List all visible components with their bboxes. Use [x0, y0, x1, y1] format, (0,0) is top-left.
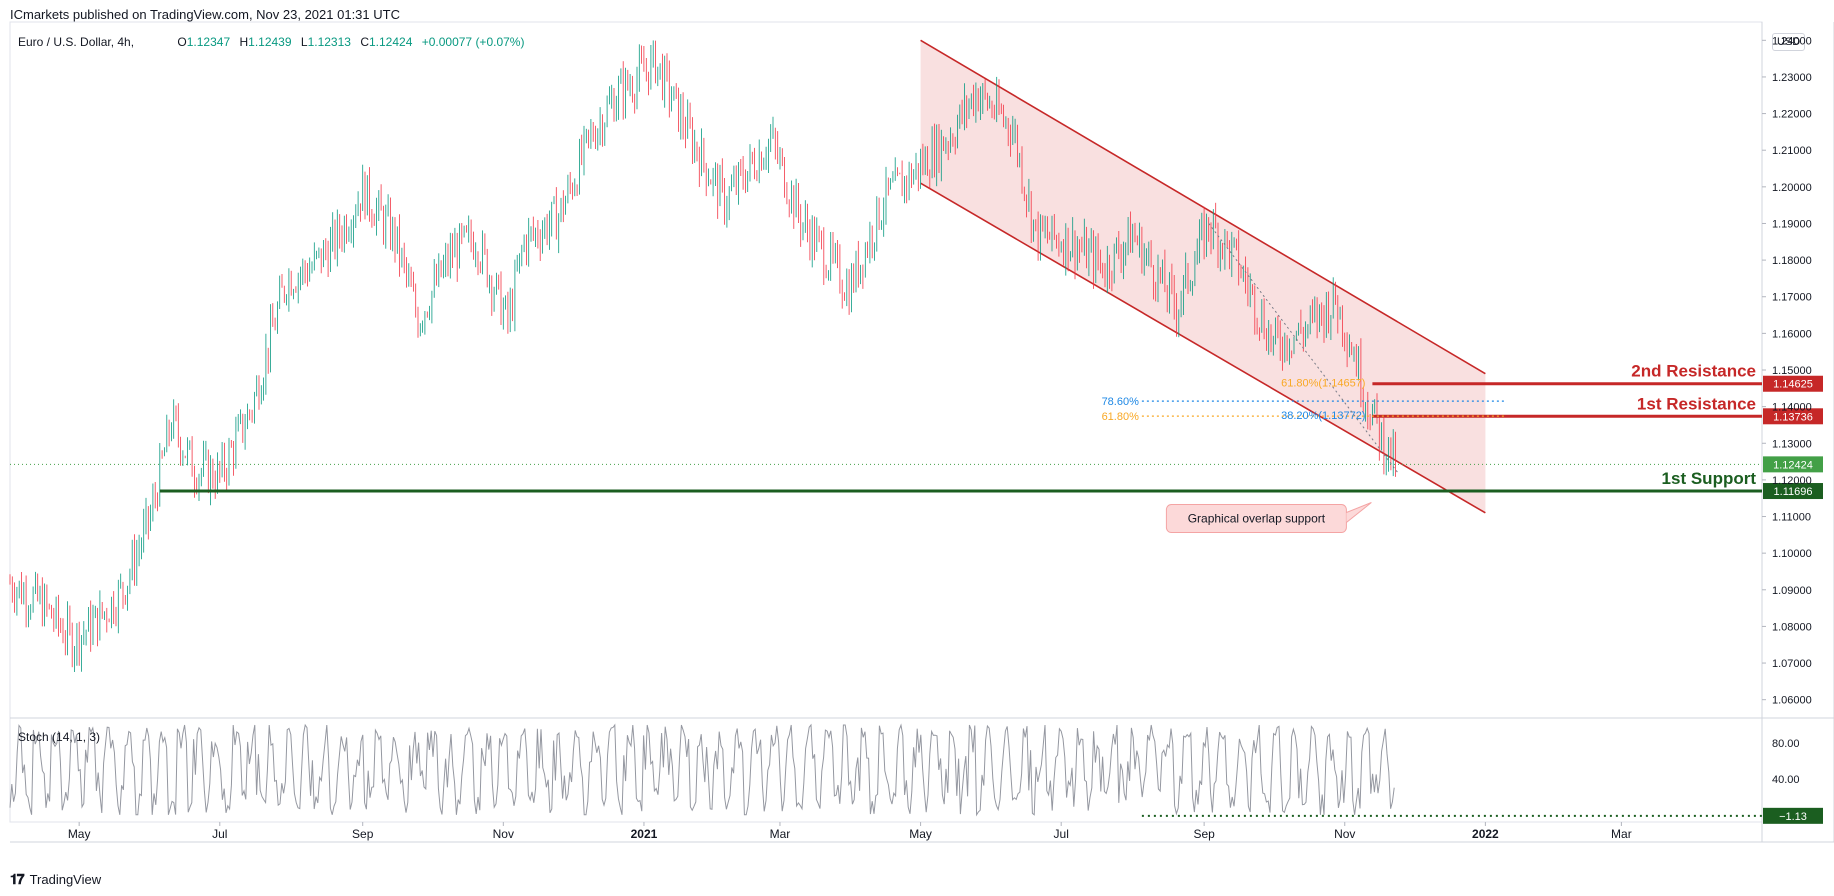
time-tick-label: May — [68, 827, 91, 841]
level-price-label: 1.14625 — [1773, 379, 1813, 391]
price-tick-label: 1.09000 — [1772, 585, 1812, 597]
plot-frame — [9, 21, 1763, 823]
time-tick-label: Nov — [1334, 827, 1355, 841]
time-tick-label: Jul — [1054, 827, 1069, 841]
symbol-legend: Euro / U.S. Dollar, 4h, O1.12347 H1.1243… — [18, 35, 524, 49]
brand-label: TradingView — [29, 872, 102, 887]
close-value: 1.12424 — [368, 35, 413, 49]
stochastic-panel: 80.00 40.00 −1.13 — [9, 723, 1823, 824]
time-tick-label: 2021 — [631, 827, 658, 841]
current-price-label: 1.12424 — [1773, 459, 1813, 471]
stoch-tick-label: 40.00 — [1772, 774, 1800, 786]
low-value: 1.12313 — [307, 35, 351, 49]
price-tick-label: 1.22000 — [1772, 109, 1812, 121]
price-tick-label: 1.18000 — [1772, 255, 1812, 267]
time-tick-label: Nov — [493, 827, 514, 841]
open-value: 1.12347 — [186, 35, 231, 49]
stoch-tick-label: 80.00 — [1772, 738, 1800, 750]
low-label: L — [300, 35, 308, 49]
time-tick-label: Sep — [352, 827, 374, 841]
axes: 1.24000 1.23000 1.22000 1.21000 1.20000 1.190… — [68, 35, 1812, 841]
level-name: 1st Support — [1662, 469, 1757, 488]
time-tick-label: Sep — [1193, 827, 1215, 841]
level-price-tag — [1763, 408, 1823, 425]
descending-channel — [920, 39, 1486, 514]
price-tick-label: 1.17000 — [1772, 292, 1812, 304]
fib-trend-line — [1208, 223, 1399, 473]
grid — [9, 21, 1834, 843]
high-label: H — [239, 35, 249, 49]
price-tick-label: 1.21000 — [1772, 145, 1812, 157]
stoch-value-tag — [1763, 807, 1823, 824]
published-header: ICmarkets published on TradingView.com, … — [10, 7, 400, 22]
stoch-value-label: −1.13 — [1779, 811, 1807, 823]
close-label: C — [360, 35, 369, 49]
symbol-name: Euro / U.S. Dollar, 4h, — [18, 35, 135, 49]
time-tick-label: May — [909, 827, 932, 841]
channel-fill — [920, 40, 1486, 513]
price-tick-label: 1.08000 — [1772, 621, 1812, 633]
tradingview-logo-icon: 𝟏𝟕 — [10, 871, 25, 887]
time-tick-label: 2022 — [1472, 827, 1499, 841]
fib-label: 61.80% — [1102, 411, 1140, 423]
level-price-tag — [1763, 483, 1823, 500]
price-tick-label: 1.23000 — [1772, 72, 1812, 84]
channel-upper-line — [920, 39, 1486, 375]
candles — [9, 40, 1396, 672]
time-tick-label: Mar — [770, 827, 791, 841]
time-tick-label: Jul — [212, 827, 227, 841]
price-tick-label: 1.10000 — [1772, 548, 1812, 560]
price-tick-label: 1.20000 — [1772, 182, 1812, 194]
annotation-text: Graphical overlap support — [1188, 512, 1326, 526]
high-value: 1.12439 — [248, 35, 292, 49]
price-tick-label: 1.16000 — [1772, 328, 1812, 340]
annotation-pointer — [1346, 502, 1372, 523]
level-price-label: 1.11696 — [1774, 486, 1813, 498]
tradingview-footer[interactable]: 𝟏𝟕 TradingView — [10, 871, 101, 888]
price-tick-label: 1.15000 — [1772, 365, 1812, 377]
fib-label: 38.20%(1.13772) — [1281, 410, 1365, 422]
price-tick-label: 1.06000 — [1772, 695, 1812, 707]
levels: 2nd Resistance 1.14625 1st Resistance 1.137… — [10, 362, 1823, 500]
level-name: 1st Resistance — [1637, 394, 1756, 413]
level-price-tag — [1763, 375, 1823, 392]
level-price-label: 1.13736 — [1773, 411, 1813, 423]
price-tick-label: 1.24000 — [1772, 35, 1812, 47]
price-tick-label: 1.07000 — [1772, 658, 1812, 670]
price-tick-label: 1.11000 — [1772, 512, 1811, 524]
price-tick-label: 1.12000 — [1772, 475, 1812, 487]
stoch-line — [9, 723, 1395, 817]
fib-levels: 78.60% 61.80% 61.80%(1.14657) 38.20%(1.1377… — [1102, 223, 1507, 534]
fib-label: 61.80%(1.14657) — [1281, 378, 1365, 390]
price-tick-label: 1.13000 — [1772, 438, 1812, 450]
stoch-label: Stoch (14, 1, 3) — [18, 730, 101, 744]
time-tick-label: Mar — [1611, 827, 1632, 841]
fib-label: 78.60% — [1102, 396, 1140, 408]
open-label: O — [177, 35, 187, 49]
current-price-tag — [1763, 456, 1823, 473]
price-tick-label: 1.14000 — [1772, 402, 1812, 414]
level-name: 2nd Resistance — [1631, 362, 1756, 381]
price-tick-label: 1.19000 — [1772, 218, 1812, 230]
currency-button[interactable]: USD — [1772, 33, 1806, 51]
change-value: +0.00077 (+0.07%) — [421, 35, 525, 49]
